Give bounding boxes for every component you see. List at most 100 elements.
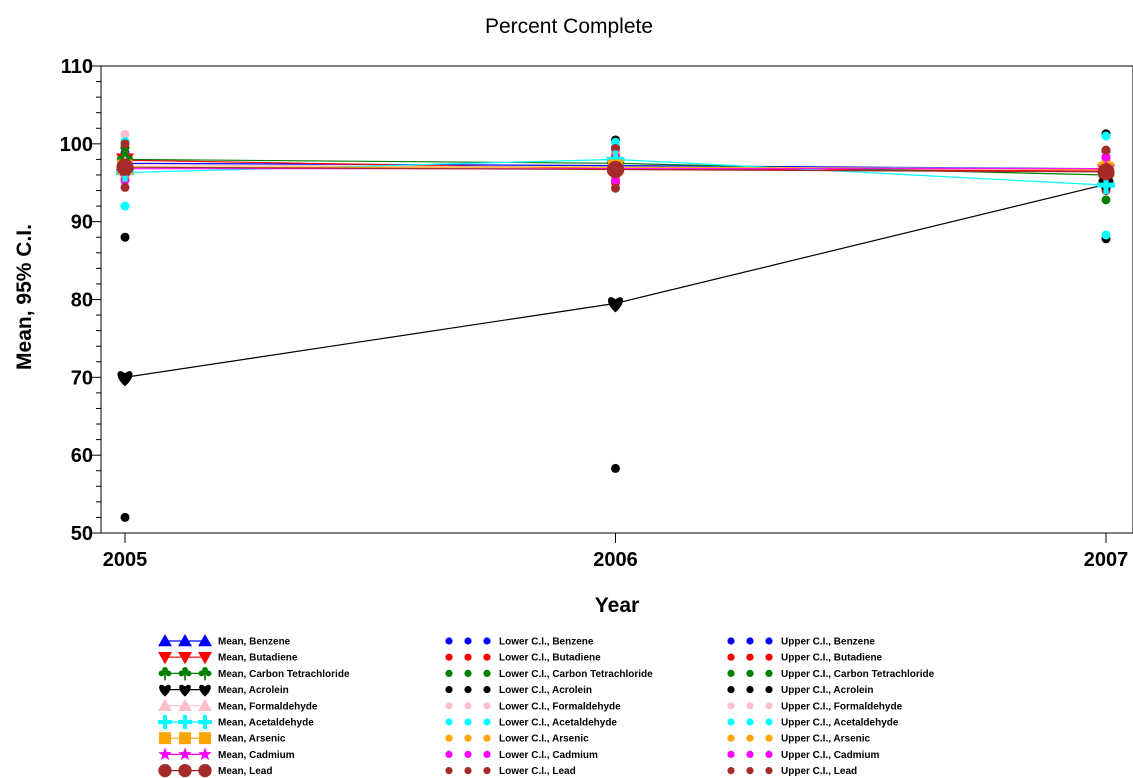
legend-label-upper: Upper C.I., Lead <box>781 766 857 777</box>
legend-ci-marker <box>765 686 773 694</box>
club-lobe <box>165 670 172 677</box>
legend-ci-marker <box>483 637 491 645</box>
x-tick-label: 2007 <box>1084 549 1129 571</box>
lower-ci-point <box>120 512 130 522</box>
legend-ci-marker <box>483 767 491 775</box>
club-stem <box>184 673 186 681</box>
legend-ci-marker <box>746 718 754 726</box>
legend-mean-marker <box>178 698 192 712</box>
legend-ci-marker <box>765 702 773 710</box>
legend-ci-marker <box>746 750 754 759</box>
legend-mean-marker <box>198 763 212 778</box>
legend-ci-marker <box>464 669 472 678</box>
club-lobe <box>158 670 165 677</box>
legend-ci-marker <box>445 718 453 726</box>
legend-ci-marker <box>727 767 735 775</box>
lower-ci-point <box>611 463 620 473</box>
legend-label-lower: Lower C.I., Carbon Tetrachloride <box>499 669 653 680</box>
legend-ci-marker <box>746 653 754 661</box>
legend-ci-marker <box>445 669 453 678</box>
legend-label-lower: Lower C.I., Cadmium <box>499 750 598 761</box>
legend-ci-marker <box>765 734 773 742</box>
legend-ci-marker <box>445 637 453 645</box>
legend-mean-marker <box>178 747 192 761</box>
legend-ci-marker <box>746 767 754 775</box>
legend-mean-marker <box>198 634 212 647</box>
legend-ci-marker <box>765 653 773 661</box>
legend-mean-marker <box>198 666 212 681</box>
legend-ci-marker <box>727 750 735 759</box>
y-axis: 50 60 70 80 90 100 110 <box>60 56 101 545</box>
plot-mean-markers <box>115 150 1115 387</box>
legend-label-lower: Lower C.I., Acetaldehyde <box>499 718 617 729</box>
legend-ci-marker <box>765 750 773 759</box>
legend-ci-marker <box>445 686 453 694</box>
legend-ci-marker <box>464 734 472 742</box>
legend-ci-marker <box>765 669 773 678</box>
mean-marker <box>606 150 625 169</box>
legend-mean-marker <box>198 715 212 729</box>
legend-label-mean: Mean, Acrolein <box>218 685 289 696</box>
legend-label-mean: Mean, Cadmium <box>218 750 295 761</box>
legend-label-lower: Lower C.I., Benzene <box>499 637 594 648</box>
legend-mean-marker <box>199 732 211 745</box>
upper-ci-point <box>1101 145 1111 155</box>
upper-ci-point <box>1101 131 1111 141</box>
legend-ci-marker <box>464 702 472 710</box>
legend-ci-marker <box>765 637 773 645</box>
legend-label-lower: Lower C.I., Arsenic <box>499 734 589 745</box>
legend-ci-marker <box>445 702 453 710</box>
legend-label-upper: Upper C.I., Cadmium <box>781 750 879 761</box>
legend-label-mean: Mean, Formaldehyde <box>218 701 318 712</box>
y-tick-label: 50 <box>71 523 93 545</box>
lower-ci-point <box>120 201 130 211</box>
mean-marker <box>117 371 133 387</box>
lower-ci-point <box>1101 195 1111 205</box>
plot-ci-points <box>120 129 1111 522</box>
club-stem <box>164 673 166 681</box>
legend-ci-marker <box>464 767 472 775</box>
legend-ci-marker <box>746 686 754 694</box>
y-tick-label: 80 <box>71 290 93 312</box>
legend-mean-marker <box>179 684 191 697</box>
legend-ci-marker <box>727 653 735 661</box>
club-stem <box>204 673 206 681</box>
x-axis-label: Year <box>595 594 639 617</box>
y-tick-label: 60 <box>71 445 93 467</box>
legend-label-mean: Mean, Acetaldehyde <box>218 718 314 729</box>
legend-ci-marker <box>483 702 491 710</box>
chart-title: Percent Complete <box>485 15 653 38</box>
legend-label-mean: Mean, Butadiene <box>218 653 298 664</box>
legend-ci-marker <box>445 767 453 775</box>
legend-label-mean: Mean, Lead <box>218 766 272 777</box>
mean-marker <box>606 160 625 179</box>
legend-mean-marker <box>158 763 172 778</box>
x-tick-label: 2006 <box>593 549 638 571</box>
legend-ci-marker <box>483 669 491 678</box>
legend-mean-marker <box>198 698 212 712</box>
legend: Mean, Benzene Lower C.I., Benzene Upper C.… <box>158 634 935 778</box>
upper-ci-point <box>120 232 130 242</box>
legend-ci-marker <box>727 686 735 694</box>
legend-mean-marker <box>158 715 172 729</box>
legend-label-upper: Upper C.I., Carbon Tetrachloride <box>781 669 935 680</box>
upper-ci-point <box>1101 152 1111 162</box>
legend-ci-marker <box>464 750 472 759</box>
legend-ci-marker <box>483 653 491 661</box>
club-lobe <box>205 670 212 677</box>
legend-ci-marker <box>727 702 735 710</box>
club-lobe <box>185 670 192 677</box>
legend-ci-marker <box>464 718 472 726</box>
lower-ci-point <box>611 175 620 185</box>
y-tick-label: 110 <box>61 56 93 78</box>
club-lobe <box>178 670 185 677</box>
legend-label-lower: Lower C.I., Butadiene <box>499 653 601 664</box>
legend-ci-marker <box>746 702 754 710</box>
legend-ci-marker <box>445 734 453 742</box>
legend-mean-marker <box>178 651 192 665</box>
upper-ci-point <box>120 139 130 149</box>
legend-ci-marker <box>765 767 773 775</box>
mean-line <box>124 183 1107 378</box>
legend-ci-marker <box>727 734 735 742</box>
